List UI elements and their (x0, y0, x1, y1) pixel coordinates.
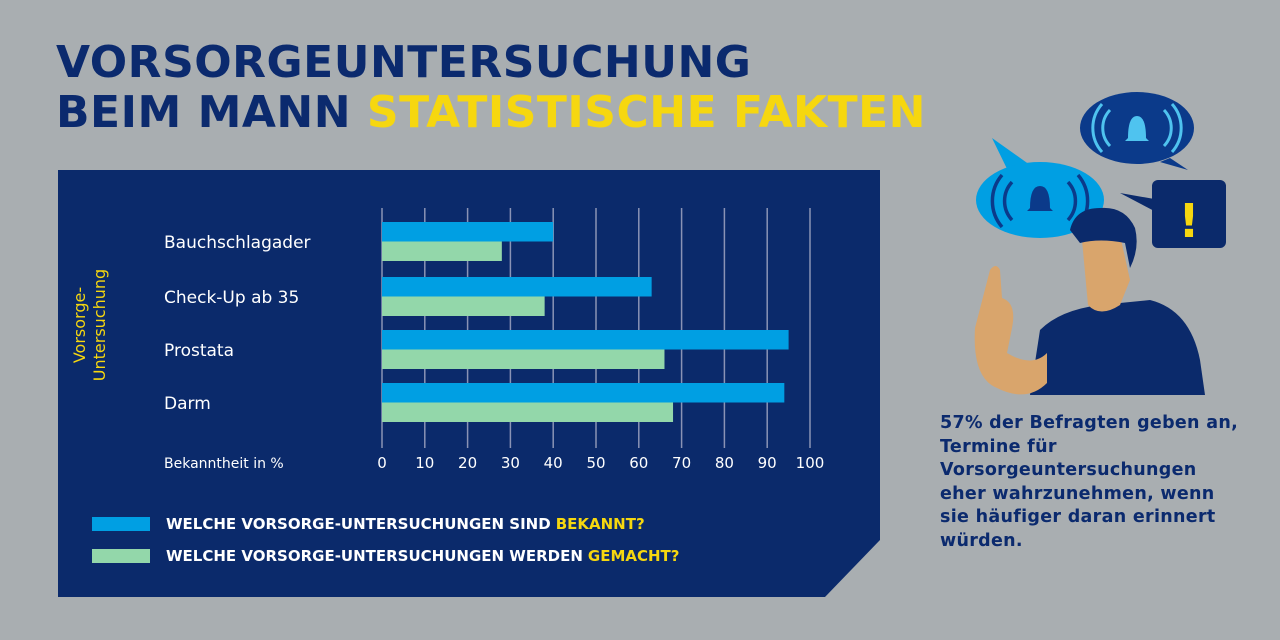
statistic-statement: 57% der Befragten geben an, Termine für … (940, 413, 1239, 551)
bar-done (382, 349, 665, 369)
x-tick-label: 0 (377, 454, 387, 472)
legend-item-known: WELCHE VORSORGE-UNTERSUCHUNGEN SIND BEKAN… (92, 515, 645, 533)
x-tick-label: 10 (415, 454, 434, 472)
x-axis-label: Bekanntheit in % (164, 456, 284, 472)
legend-swatch (92, 549, 150, 563)
x-tick-label: 70 (672, 454, 691, 472)
bell-icon (1125, 116, 1149, 141)
title-line-2: BEIM MANN STATISTISCHE FAKTEN (56, 88, 926, 138)
page-title: VORSORGEUNTERSUCHUNG BEIM MANN STATISTIS… (56, 38, 926, 138)
bar-done (382, 296, 545, 316)
category-label: Prostata (164, 341, 234, 361)
x-tick-label: 40 (544, 454, 563, 472)
title-line-1: VORSORGEUNTERSUCHUNG (56, 37, 752, 88)
x-tick-label: 90 (758, 454, 777, 472)
bar-known (382, 383, 785, 403)
speech-bubble-bell-light (976, 138, 1104, 238)
speech-bubble-exclamation: ! (1120, 180, 1226, 248)
category-label: Darm (164, 394, 211, 414)
x-tick-label: 60 (629, 454, 648, 472)
x-tick-label: 80 (715, 454, 734, 472)
bar-known (382, 330, 789, 350)
x-tick-label: 20 (458, 454, 477, 472)
bar-known (382, 277, 652, 297)
title-dark: BEIM MANN (56, 87, 352, 138)
exclamation-icon: ! (1179, 194, 1200, 248)
bar-done (382, 402, 674, 422)
bar-done (382, 241, 502, 261)
x-tick-label: 50 (586, 454, 605, 472)
legend-item-done: WELCHE VORSORGE-UNTERSUCHUNGEN WERDEN GEM… (92, 547, 679, 565)
speech-bubble-bell-dark (1080, 92, 1194, 170)
bell-icon (1027, 186, 1053, 211)
x-tick-label: 30 (501, 454, 520, 472)
title-highlight: STATISTISCHE FAKTEN (366, 87, 927, 138)
bar-known (382, 222, 554, 242)
category-label: Bauchschlagader (164, 233, 311, 253)
man-figure (974, 207, 1205, 395)
x-tick-label: 100 (796, 454, 825, 472)
legend-swatch (92, 517, 150, 531)
category-label: Check-Up ab 35 (164, 288, 299, 308)
